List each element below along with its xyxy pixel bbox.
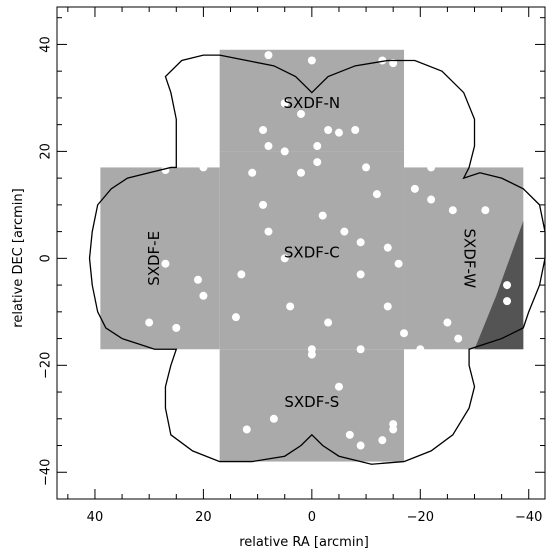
field-sxdf-s bbox=[219, 349, 405, 462]
coverage-outline bbox=[88, 54, 546, 465]
masked-hole bbox=[297, 168, 305, 177]
masked-hole bbox=[264, 227, 273, 236]
plot-area: SXDF-N SXDF-C SXDF-S SXDF-E SXDF-W bbox=[88, 49, 546, 465]
masked-hole bbox=[318, 211, 327, 220]
field-label-sxdf-s: SXDF-S bbox=[284, 393, 339, 411]
x-tick-label: −20 bbox=[407, 510, 434, 525]
masked-hole bbox=[356, 270, 365, 279]
masked-hole bbox=[416, 345, 425, 354]
axes: 40 20 0 −20 −40 40 20 0 −20 −40 bbox=[39, 6, 546, 525]
masked-hole bbox=[345, 430, 354, 439]
masked-hole bbox=[383, 243, 392, 252]
field-sxdf-c bbox=[219, 151, 405, 350]
masked-hole bbox=[145, 318, 154, 327]
masked-hole bbox=[324, 318, 333, 327]
field-label-sxdf-w: SXDF-W bbox=[461, 229, 479, 289]
masked-hole bbox=[231, 313, 240, 322]
masked-hole bbox=[334, 382, 343, 391]
masked-hole bbox=[356, 441, 365, 450]
masked-hole bbox=[280, 99, 289, 108]
masked-hole bbox=[481, 206, 490, 215]
masked-hole bbox=[237, 270, 246, 279]
masked-hole bbox=[242, 425, 251, 434]
masked-hole bbox=[410, 184, 419, 193]
y-tick-label: 20 bbox=[39, 143, 54, 160]
masked-hole bbox=[372, 190, 381, 199]
masked-hole bbox=[400, 329, 409, 338]
masked-hole bbox=[448, 206, 457, 215]
field-label-sxdf-e: SXDF-E bbox=[145, 231, 163, 286]
masked-hole bbox=[313, 158, 322, 167]
x-tick-label: −40 bbox=[515, 510, 542, 525]
masked-hole bbox=[427, 163, 436, 172]
masked-hole bbox=[269, 414, 278, 423]
masked-hole bbox=[280, 147, 289, 156]
field-label-sxdf-c: SXDF-C bbox=[284, 244, 340, 262]
masked-hole bbox=[297, 109, 305, 118]
masked-hole bbox=[199, 291, 208, 300]
masked-hole bbox=[259, 126, 268, 134]
masked-hole bbox=[259, 200, 268, 209]
masked-hole bbox=[378, 436, 387, 445]
field-sxdf-n bbox=[219, 49, 405, 152]
masked-hole bbox=[389, 425, 398, 434]
y-tick-label: −20 bbox=[39, 352, 54, 379]
masked-hole bbox=[313, 142, 322, 151]
masked-hole bbox=[356, 238, 365, 247]
masked-hole bbox=[340, 227, 349, 236]
masked-hole bbox=[351, 126, 360, 134]
masked-hole bbox=[172, 323, 181, 332]
masked-hole bbox=[362, 163, 371, 172]
masked-hole bbox=[264, 142, 273, 151]
y-tick-label: −40 bbox=[39, 459, 54, 486]
masked-hole bbox=[356, 345, 365, 354]
y-tick-label: 0 bbox=[39, 254, 54, 262]
masked-hole bbox=[443, 318, 452, 327]
masked-hole bbox=[286, 302, 295, 311]
masked-hole bbox=[161, 259, 170, 268]
masked-hole bbox=[280, 254, 289, 263]
dark-region bbox=[474, 220, 524, 350]
masked-hole bbox=[503, 297, 512, 306]
x-tick-label: 20 bbox=[195, 510, 212, 525]
y-axis-label: relative DEC [arcmin] bbox=[11, 188, 26, 327]
x-axis-label: relative RA [arcmin] bbox=[239, 535, 369, 550]
masked-hole bbox=[383, 302, 392, 311]
masked-hole bbox=[503, 281, 512, 290]
masked-hole bbox=[307, 350, 316, 359]
masked-hole bbox=[307, 56, 316, 65]
masked-hole bbox=[199, 163, 208, 172]
x-tick-label: 0 bbox=[308, 510, 316, 525]
masked-hole bbox=[454, 334, 463, 343]
x-tick-label: 40 bbox=[87, 510, 104, 525]
y-tick-label: 40 bbox=[39, 36, 54, 53]
field-label-sxdf-n: SXDF-N bbox=[284, 94, 341, 112]
masked-hole bbox=[193, 275, 202, 284]
masked-hole bbox=[378, 56, 387, 65]
masked-hole bbox=[248, 168, 257, 177]
masked-hole bbox=[389, 59, 398, 68]
field-sxdf-e bbox=[100, 167, 220, 350]
masked-hole bbox=[324, 126, 333, 134]
masked-hole bbox=[394, 259, 403, 268]
masked-hole bbox=[264, 51, 273, 60]
plot-frame bbox=[56, 6, 546, 500]
masked-hole bbox=[427, 195, 436, 204]
masked-hole bbox=[334, 128, 343, 137]
